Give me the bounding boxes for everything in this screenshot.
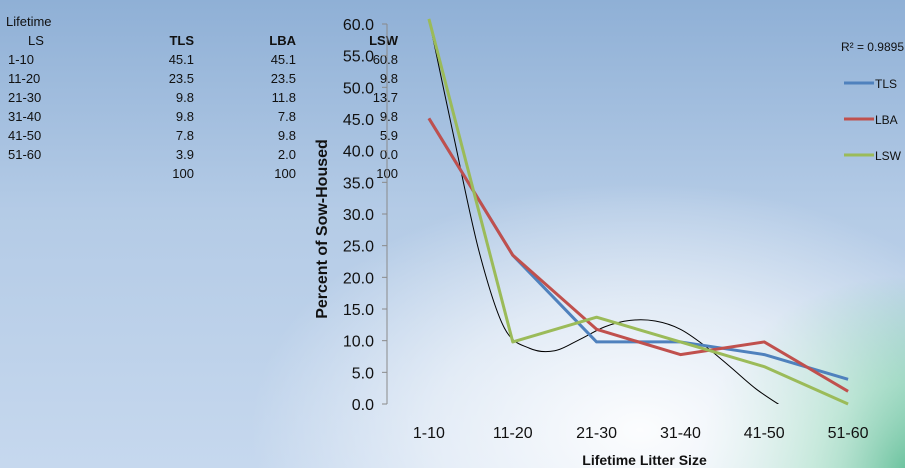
table-cell: 23.5 [270, 71, 296, 86]
table-cell: 7.8 [277, 109, 296, 124]
x-tick-label: 11-20 [493, 425, 533, 442]
y-tick-label: 10.0 [343, 334, 374, 351]
header-ls: LS [28, 33, 44, 48]
table-cell: 11.8 [271, 90, 296, 105]
legend-label-tls: TLS [875, 77, 897, 91]
table-row-label: 31-40 [8, 109, 42, 124]
legend-label-lba: LBA [875, 113, 898, 127]
table-row: 51-60 3.9 2.0 0.0 [6, 145, 398, 164]
table-row-label: 11-20 [8, 71, 41, 86]
x-tick-label: 51-60 [828, 425, 869, 442]
table-row-label: 51-60 [8, 147, 42, 162]
table-row-label: 1-10 [8, 52, 35, 67]
table-title-row: Lifetime [6, 12, 398, 31]
table-row-label: 41-50 [8, 128, 42, 143]
table-cell: 9.8 [175, 109, 194, 124]
header-lsw: LSW [369, 33, 398, 48]
table-row: 11-20 23.5 23.5 9.8 [6, 69, 398, 88]
x-tick-label: 1-10 [413, 425, 445, 442]
series-line-lba [427, 117, 849, 393]
table-cell: 9.8 [175, 90, 194, 105]
table-row: 41-50 7.8 9.8 5.9 [6, 126, 398, 145]
table-cell: 9.8 [379, 109, 398, 124]
y-tick-label: 45.0 [343, 112, 374, 129]
table-cell: 13.7 [372, 90, 398, 105]
x-tick-label: 21-30 [576, 425, 617, 442]
x-tick-label: 41-50 [744, 425, 785, 442]
y-axis-title: Percent of Sow-Housed [314, 139, 331, 319]
y-tick-label: 25.0 [343, 239, 374, 256]
y-tick-label: 55.0 [343, 49, 374, 66]
table-cell: 2.0 [277, 147, 296, 162]
legend-label-lsw: LSW [875, 149, 902, 163]
total-tls: 100 [172, 166, 194, 181]
table-cell: 9.8 [277, 128, 296, 143]
x-tick-label: 31-40 [660, 425, 701, 442]
table-cell: 60.8 [372, 52, 398, 67]
header-lba: LBA [269, 33, 296, 48]
x-axis-title: Lifetime Litter Size [582, 452, 707, 468]
table-row: 21-30 9.8 11.8 13.7 [6, 88, 398, 107]
y-tick-label: 20.0 [343, 270, 374, 287]
series-line-lsw [427, 18, 849, 406]
y-tick-label: 15.0 [343, 302, 374, 319]
header-tls: TLS [169, 33, 194, 48]
table-cell: 9.8 [379, 71, 398, 86]
data-table: Lifetime LS TLS LBA LSW 1-10 45.1 45.1 60.8… [6, 12, 398, 183]
table-cell: 23.5 [168, 71, 194, 86]
table-cell: 3.9 [175, 147, 194, 162]
table-row: 1-10 45.1 45.1 60.8 [6, 50, 398, 69]
y-tick-label: 5.0 [352, 365, 374, 382]
table-cell: 7.8 [175, 128, 194, 143]
y-tick-label: 0.0 [352, 397, 374, 414]
y-tick-label: 60.0 [343, 17, 374, 34]
y-tick-label: 30.0 [343, 207, 374, 224]
total-lba: 100 [274, 166, 296, 181]
table-row-label: 21-30 [8, 90, 42, 105]
trendline [428, 20, 780, 404]
y-tick-label: 40.0 [343, 144, 374, 161]
r-squared-label: R² = 0.9895 [841, 40, 904, 54]
table-cell: 5.9 [379, 128, 398, 143]
y-tick-label: 50.0 [343, 80, 374, 97]
table-header-row: LS TLS LBA LSW [6, 31, 398, 50]
table-title: Lifetime [6, 14, 52, 29]
table-cell: 45.1 [270, 52, 296, 67]
table-row: 31-40 9.8 7.8 9.8 [6, 107, 398, 126]
series-line-tls [427, 117, 849, 381]
y-tick-label: 35.0 [343, 175, 374, 192]
table-cell: 45.1 [168, 52, 194, 67]
